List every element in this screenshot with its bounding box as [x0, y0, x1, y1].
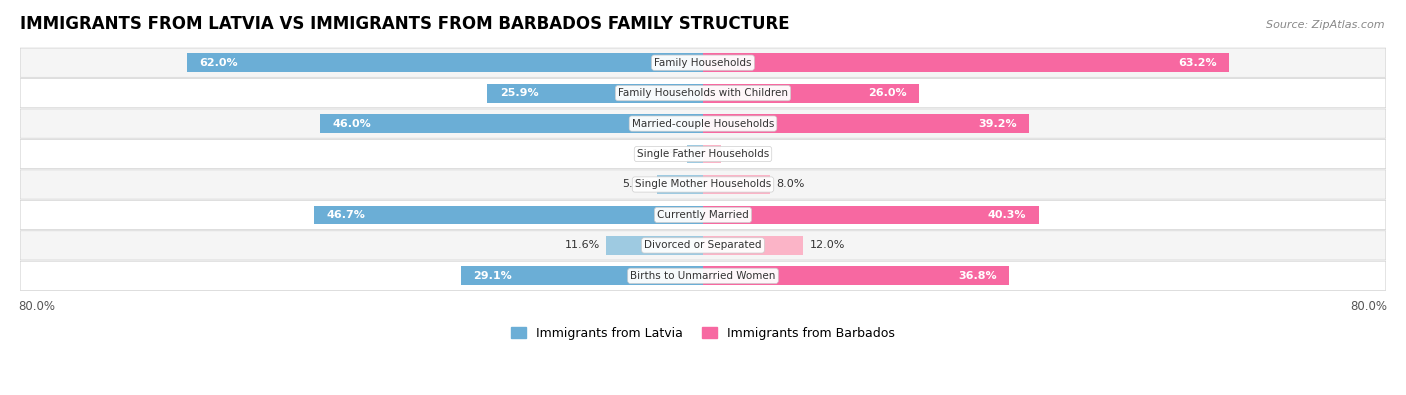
- Text: Family Households: Family Households: [654, 58, 752, 68]
- Text: 62.0%: 62.0%: [200, 58, 238, 68]
- Text: 11.6%: 11.6%: [564, 241, 600, 250]
- Bar: [703, 205, 1039, 224]
- Bar: [321, 114, 703, 133]
- Text: 46.7%: 46.7%: [326, 210, 366, 220]
- Text: Births to Unmarried Women: Births to Unmarried Women: [630, 271, 776, 281]
- Text: Divorced or Separated: Divorced or Separated: [644, 241, 762, 250]
- FancyBboxPatch shape: [20, 170, 1386, 199]
- Bar: [703, 236, 803, 255]
- Bar: [703, 145, 721, 164]
- FancyBboxPatch shape: [20, 79, 1386, 108]
- FancyBboxPatch shape: [20, 261, 1386, 290]
- FancyBboxPatch shape: [20, 48, 1386, 77]
- Text: 1.9%: 1.9%: [652, 149, 681, 159]
- Bar: [688, 145, 703, 164]
- Bar: [461, 266, 703, 285]
- Text: 36.8%: 36.8%: [959, 271, 997, 281]
- Text: 25.9%: 25.9%: [499, 88, 538, 98]
- Text: Single Father Households: Single Father Households: [637, 149, 769, 159]
- Bar: [606, 236, 703, 255]
- Text: 40.3%: 40.3%: [987, 210, 1026, 220]
- Legend: Immigrants from Latvia, Immigrants from Barbados: Immigrants from Latvia, Immigrants from …: [506, 322, 900, 345]
- Bar: [187, 53, 703, 72]
- FancyBboxPatch shape: [20, 139, 1386, 169]
- Text: 29.1%: 29.1%: [474, 271, 512, 281]
- Bar: [488, 84, 703, 103]
- Text: 26.0%: 26.0%: [869, 88, 907, 98]
- Text: 46.0%: 46.0%: [332, 118, 371, 129]
- Text: 12.0%: 12.0%: [810, 241, 845, 250]
- Text: Source: ZipAtlas.com: Source: ZipAtlas.com: [1267, 20, 1385, 30]
- Bar: [703, 53, 1229, 72]
- Text: 63.2%: 63.2%: [1178, 58, 1216, 68]
- Text: 5.5%: 5.5%: [623, 179, 651, 190]
- FancyBboxPatch shape: [20, 231, 1386, 260]
- Text: 2.2%: 2.2%: [728, 149, 756, 159]
- Text: Currently Married: Currently Married: [657, 210, 749, 220]
- Text: 39.2%: 39.2%: [979, 118, 1017, 129]
- FancyBboxPatch shape: [20, 109, 1386, 138]
- Text: Married-couple Households: Married-couple Households: [631, 118, 775, 129]
- Text: Single Mother Households: Single Mother Households: [636, 179, 770, 190]
- Bar: [703, 114, 1029, 133]
- Text: IMMIGRANTS FROM LATVIA VS IMMIGRANTS FROM BARBADOS FAMILY STRUCTURE: IMMIGRANTS FROM LATVIA VS IMMIGRANTS FRO…: [20, 15, 790, 33]
- Bar: [703, 84, 920, 103]
- FancyBboxPatch shape: [20, 200, 1386, 229]
- Bar: [703, 175, 769, 194]
- Bar: [703, 266, 1010, 285]
- Bar: [657, 175, 703, 194]
- Text: Family Households with Children: Family Households with Children: [619, 88, 787, 98]
- Text: 8.0%: 8.0%: [776, 179, 804, 190]
- Bar: [314, 205, 703, 224]
